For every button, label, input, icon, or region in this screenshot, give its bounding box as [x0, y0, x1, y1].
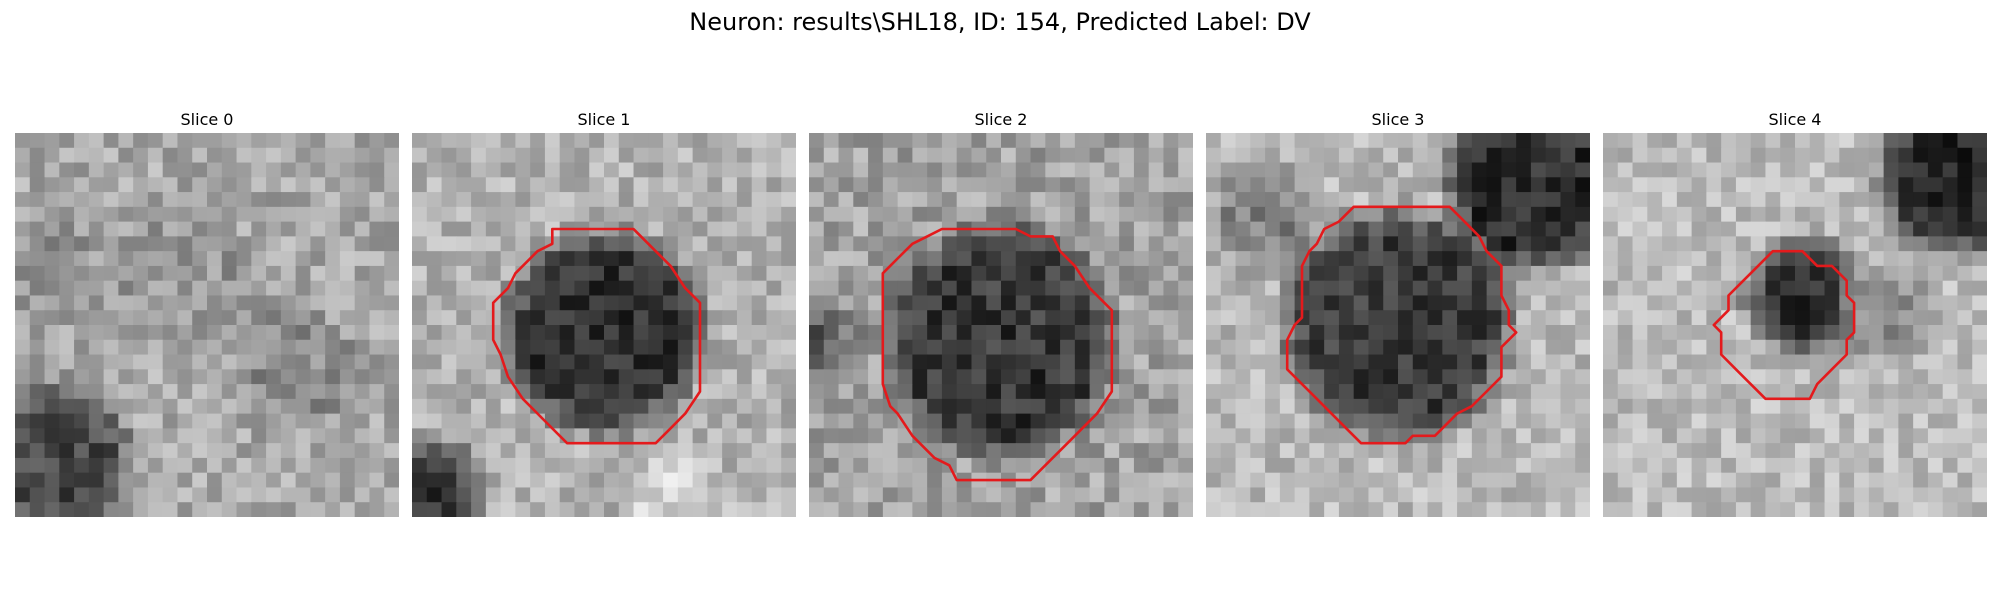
slice-image — [1206, 133, 1590, 517]
neuron-contour — [881, 227, 1114, 482]
neuron-contour — [491, 227, 702, 445]
slice-title: Slice 0 — [180, 110, 234, 129]
slice-image — [1603, 133, 1987, 517]
slice-title: Slice 4 — [1768, 110, 1822, 129]
neuron-contour — [1712, 249, 1856, 401]
neuron-contour — [1285, 205, 1518, 445]
slice-title: Slice 3 — [1371, 110, 1425, 129]
slice-image — [809, 133, 1193, 517]
slice-image — [412, 133, 796, 517]
figure-title: Neuron: results\SHL18, ID: 154, Predicte… — [689, 8, 1311, 36]
slice-title: Slice 1 — [577, 110, 631, 129]
slice-title: Slice 2 — [974, 110, 1028, 129]
slice-image — [15, 133, 399, 517]
